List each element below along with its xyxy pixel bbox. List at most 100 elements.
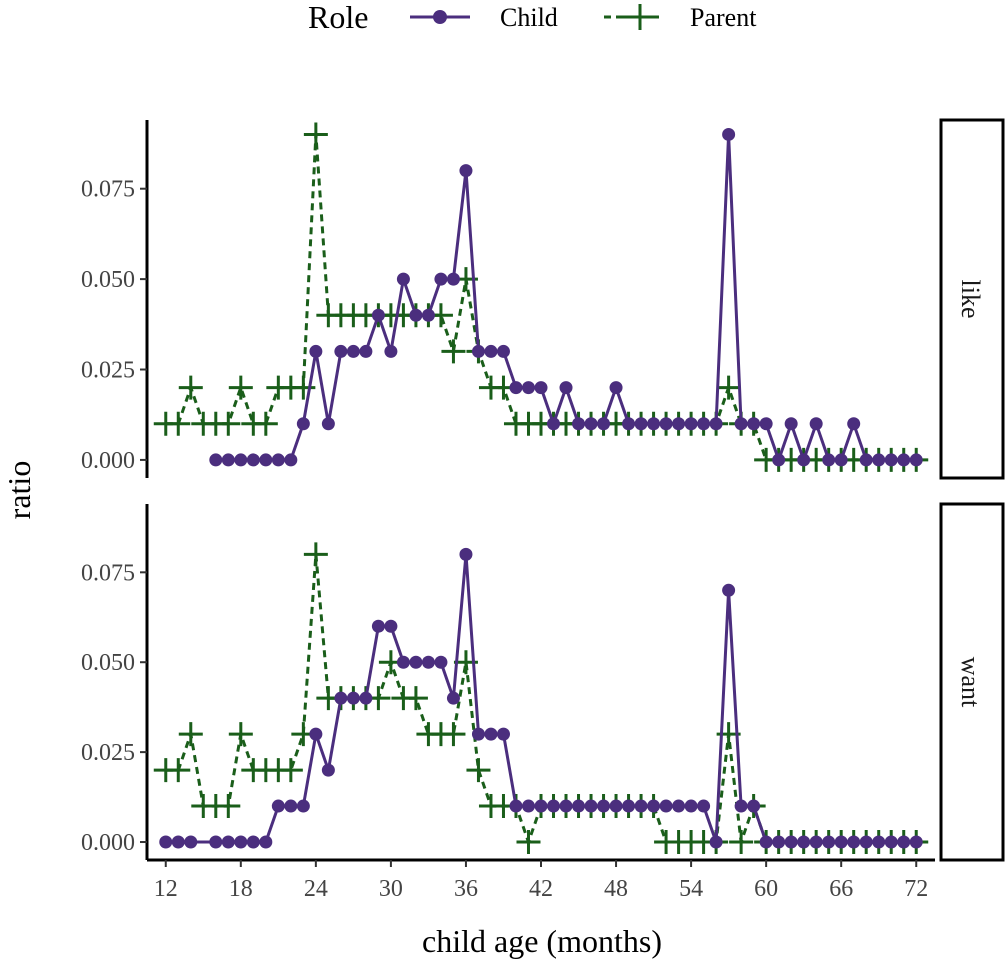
point-child bbox=[784, 417, 798, 431]
point-child bbox=[897, 835, 911, 849]
point-child bbox=[822, 453, 836, 467]
point-child bbox=[471, 727, 485, 741]
point-child bbox=[421, 655, 435, 669]
point-child bbox=[684, 799, 698, 813]
point-child bbox=[509, 799, 523, 813]
point-parent bbox=[178, 722, 203, 747]
point-child bbox=[859, 835, 873, 849]
point-child bbox=[346, 344, 360, 358]
point-child bbox=[271, 453, 285, 467]
point-child bbox=[709, 835, 723, 849]
point-child bbox=[459, 547, 473, 561]
x-tick-label: 24 bbox=[304, 876, 328, 902]
point-child bbox=[521, 799, 535, 813]
y-tick-label: 0.075 bbox=[81, 177, 135, 203]
point-child bbox=[897, 453, 911, 467]
point-child bbox=[259, 453, 273, 467]
point-child bbox=[409, 655, 423, 669]
point-child bbox=[609, 381, 623, 395]
point-child bbox=[759, 835, 773, 849]
point-child bbox=[484, 344, 498, 358]
point-child bbox=[346, 691, 360, 705]
point-child bbox=[622, 799, 636, 813]
point-parent bbox=[166, 758, 191, 783]
point-parent bbox=[216, 411, 241, 436]
point-child bbox=[597, 417, 611, 431]
point-child bbox=[584, 799, 598, 813]
point-child bbox=[459, 164, 473, 178]
point-child bbox=[371, 619, 385, 633]
point-child bbox=[434, 272, 448, 286]
point-child bbox=[396, 655, 410, 669]
legend-label-child: Child bbox=[500, 3, 558, 32]
point-child bbox=[396, 272, 410, 286]
legend-item-child: Child bbox=[410, 3, 558, 32]
legend: Role Child Parent bbox=[308, 0, 757, 35]
y-tick-label: 0.050 bbox=[81, 650, 135, 676]
point-child bbox=[359, 344, 373, 358]
x-tick-label: 30 bbox=[379, 876, 403, 902]
point-child bbox=[834, 835, 848, 849]
point-child bbox=[859, 453, 873, 467]
point-child bbox=[221, 835, 235, 849]
x-tick-label: 18 bbox=[229, 876, 253, 902]
point-child bbox=[534, 381, 548, 395]
point-child bbox=[496, 727, 510, 741]
point-child bbox=[659, 417, 673, 431]
y-tick-label: 0.050 bbox=[81, 267, 135, 293]
point-child bbox=[184, 835, 198, 849]
point-child bbox=[884, 835, 898, 849]
point-child bbox=[634, 799, 648, 813]
x-tick-label: 12 bbox=[154, 876, 178, 902]
point-child bbox=[909, 453, 923, 467]
point-parent bbox=[303, 542, 328, 567]
point-child bbox=[309, 344, 323, 358]
point-child bbox=[659, 799, 673, 813]
point-child bbox=[284, 453, 298, 467]
point-child bbox=[421, 308, 435, 322]
point-child bbox=[759, 417, 773, 431]
facet-panel-like: 0.000 0.025 0.050 0.075 bbox=[81, 120, 929, 478]
point-child bbox=[822, 835, 836, 849]
point-child bbox=[334, 344, 348, 358]
point-child bbox=[547, 417, 561, 431]
strip-label-want: want bbox=[956, 657, 985, 708]
point-child bbox=[797, 453, 811, 467]
point-child bbox=[697, 417, 711, 431]
strip-label-like: like bbox=[956, 280, 985, 319]
point-child bbox=[371, 308, 385, 322]
y-tick-label: 0.000 bbox=[81, 830, 135, 856]
point-parent bbox=[253, 411, 278, 436]
point-child bbox=[734, 417, 748, 431]
point-child bbox=[446, 691, 460, 705]
point-child bbox=[484, 727, 498, 741]
point-child bbox=[534, 799, 548, 813]
point-child bbox=[584, 417, 598, 431]
y-tick-label: 0.025 bbox=[81, 740, 135, 766]
point-parent bbox=[716, 375, 741, 400]
y-tick-label: 0.025 bbox=[81, 358, 135, 384]
point-child bbox=[234, 453, 248, 467]
legend-item-parent: Parent bbox=[604, 3, 757, 32]
point-child bbox=[847, 417, 861, 431]
point-child bbox=[509, 381, 523, 395]
point-child bbox=[809, 417, 823, 431]
point-child bbox=[547, 799, 561, 813]
point-parent bbox=[441, 722, 466, 747]
point-child bbox=[446, 272, 460, 286]
point-child bbox=[672, 417, 686, 431]
point-child bbox=[409, 308, 423, 322]
x-tick-label: 48 bbox=[604, 876, 628, 902]
point-child bbox=[334, 691, 348, 705]
point-child bbox=[209, 453, 223, 467]
point-child bbox=[309, 727, 323, 741]
point-child bbox=[296, 417, 310, 431]
point-child bbox=[834, 453, 848, 467]
x-tick-label: 42 bbox=[529, 876, 553, 902]
point-child bbox=[572, 799, 586, 813]
legend-title: Role bbox=[308, 0, 368, 35]
point-parent bbox=[291, 375, 316, 400]
point-child bbox=[634, 417, 648, 431]
point-child bbox=[246, 453, 260, 467]
